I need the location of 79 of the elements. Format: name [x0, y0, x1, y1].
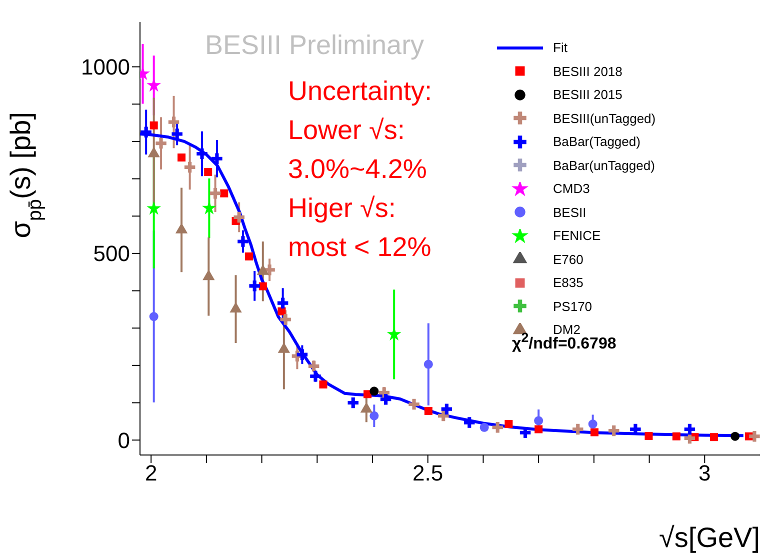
- point: [245, 252, 254, 260]
- point: [424, 360, 433, 369]
- annotation: Uncertainty:: [288, 76, 432, 107]
- point: [150, 121, 158, 130]
- point: [370, 411, 379, 420]
- point: [234, 212, 244, 223]
- legend-label: FENICE: [553, 228, 601, 244]
- point: [172, 128, 182, 140]
- legend-label: Fit: [553, 40, 568, 56]
- point: [438, 410, 449, 422]
- point: [184, 162, 196, 173]
- point: [202, 270, 215, 280]
- point: [168, 116, 180, 128]
- y-tick-label: 500: [93, 241, 130, 266]
- point: [196, 148, 208, 160]
- point: [277, 298, 288, 308]
- point: [684, 424, 696, 435]
- point: [749, 430, 760, 442]
- point: [464, 417, 475, 428]
- legend-label: BESIII(unTagged): [553, 110, 656, 126]
- annotation: 3.0%~4.2%: [288, 154, 427, 185]
- x-axis-title: √s[GeV]: [659, 522, 760, 553]
- point: [380, 394, 392, 405]
- annotation: most < 12%: [288, 232, 432, 263]
- point: [710, 433, 718, 442]
- legend-label: BESIII 2015: [553, 87, 622, 102]
- point: [140, 126, 152, 138]
- legend-label: BaBar(unTagged): [553, 158, 655, 173]
- point: [590, 428, 598, 436]
- legend-label: BaBar(Tagged): [553, 134, 640, 150]
- point: [149, 312, 158, 322]
- point: [408, 398, 420, 410]
- point: [672, 432, 680, 440]
- point: [534, 416, 544, 426]
- point: [730, 432, 740, 441]
- point: [308, 360, 320, 372]
- point: [278, 307, 286, 316]
- y-tick-label: 0: [118, 428, 130, 453]
- annotation: BESIII Preliminary: [205, 30, 424, 61]
- point: [424, 406, 432, 415]
- legend-label: E835: [553, 275, 584, 290]
- point: [296, 349, 308, 360]
- annotation: Lower √s:: [288, 115, 405, 146]
- point: [210, 188, 221, 199]
- point: [230, 302, 242, 313]
- point: [258, 282, 267, 290]
- legend-label: CMD3: [553, 181, 590, 196]
- point: [178, 154, 186, 162]
- point: [572, 424, 584, 435]
- point: [146, 201, 162, 215]
- legend-label: BESII: [553, 204, 586, 220]
- y-tick-label: 1000: [81, 54, 130, 80]
- legend-label: E760: [553, 252, 584, 267]
- point: [504, 420, 513, 428]
- point: [249, 280, 260, 292]
- point: [280, 314, 291, 325]
- point: [588, 420, 598, 429]
- point: [348, 397, 358, 408]
- point: [534, 425, 543, 434]
- point: [319, 380, 328, 388]
- annotation: Higer √s:: [288, 193, 396, 224]
- point: [370, 386, 379, 396]
- x-tick-label: 2.5: [412, 460, 444, 486]
- point: [492, 422, 503, 433]
- point: [608, 425, 620, 436]
- point: [238, 236, 248, 247]
- point: [441, 404, 452, 414]
- point: [220, 189, 228, 198]
- x-tick-label: 3: [698, 460, 711, 486]
- point: [310, 370, 321, 382]
- point: [204, 168, 212, 176]
- point: [644, 432, 653, 440]
- point: [480, 422, 489, 432]
- legend-label: PS170: [553, 298, 592, 314]
- point: [156, 138, 166, 149]
- point: [684, 432, 696, 444]
- x-tick-label: 2: [144, 460, 158, 486]
- point: [212, 153, 222, 164]
- legend-label: BESIII 2018: [553, 64, 622, 79]
